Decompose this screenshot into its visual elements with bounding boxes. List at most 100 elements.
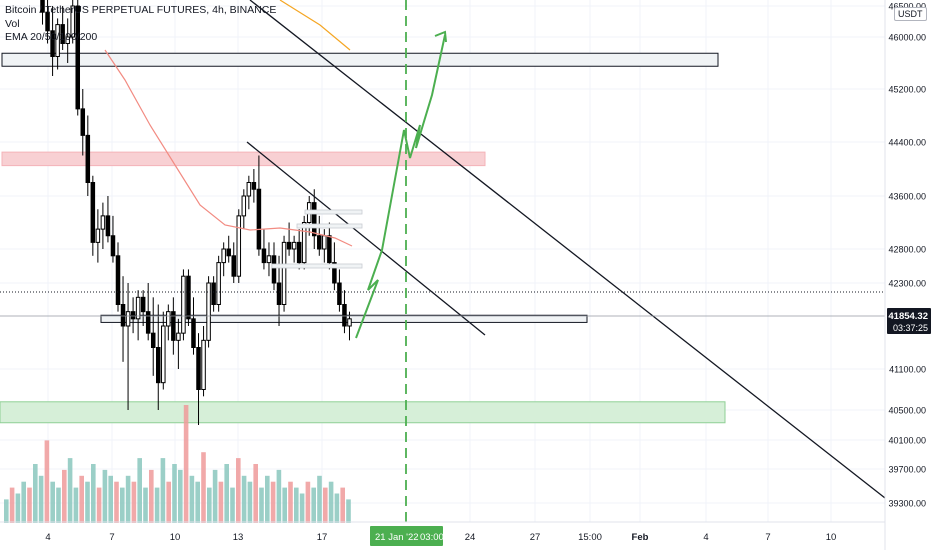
price-tick-label: 44400.00 [888,138,926,148]
candle [171,297,176,355]
candle [281,235,287,312]
candle [115,242,121,312]
candle-body [100,215,106,230]
volume-indicator-label: Vol [5,17,20,30]
candle [191,297,196,355]
time-tick-label: 13 [233,532,244,543]
volume-bar [172,464,177,523]
candle-body [226,248,231,257]
candle-body [327,235,332,264]
candle-body [266,255,272,264]
candle [266,242,272,277]
candle [80,89,86,156]
volume-bar [270,481,276,523]
volume-bar [33,464,38,523]
candle [261,229,267,270]
candle [196,333,201,425]
bar-countdown: 03:37:25 [893,323,928,333]
candle [241,189,247,230]
volume-bar [224,464,229,523]
volume-bar [323,487,328,523]
volume-bar [328,481,334,523]
zone-neutral [1,52,719,67]
volume-bar [218,481,224,523]
candle-body [276,282,282,305]
candle [296,229,302,270]
candle [50,6,55,76]
candle-body [291,241,297,250]
currency-unit-badge[interactable]: USDT [894,7,927,21]
price-tick-label: 42300.00 [888,279,926,289]
candle-body [221,248,226,264]
crosshair-date-badge [370,526,443,546]
crosshair-time: 03:00 [420,532,444,543]
candle [251,169,257,203]
volume-bar [305,481,311,523]
price-tick-label: 39300.00 [888,499,926,509]
candle-body [241,195,247,217]
price-tick-label: 40100.00 [888,436,926,446]
candle-body [317,235,322,250]
time-tick-label: 4 [703,532,708,543]
candle [60,6,65,50]
candle [150,297,156,376]
ema-indicator-label: EMA 20/50/100/200 [5,31,98,43]
candle [216,255,221,312]
candle-body [296,241,302,264]
forecast-arrowhead [434,30,447,43]
candle-body [110,235,116,257]
volume-bar [137,458,142,523]
symbol-title: Bitcoin / TetherUS PERPETUAL FUTURES, 4h… [5,4,277,16]
candle [166,304,171,341]
candle-body [216,262,221,306]
candle-body [150,332,156,348]
volume-bar [4,499,9,523]
candle [161,311,166,390]
candle-body [201,339,206,391]
candle-body [301,222,307,264]
candle-body [171,311,176,341]
candle [231,242,237,283]
candle [317,215,322,256]
candle-body [166,311,171,327]
volume-bar [79,475,84,523]
candle-body [231,255,237,277]
candle-body [347,318,352,327]
candle [246,175,252,210]
candle [176,318,181,369]
volume-bar [44,440,50,523]
candle-body [80,108,86,136]
candle-body [45,11,50,32]
volume-bar [114,481,119,523]
volume-bar [108,475,113,523]
ema-line-long [279,0,351,51]
price-tick-label: 40500.00 [888,406,926,416]
volume-bar [85,481,90,523]
volume-bar [299,493,305,523]
price-axis-background [885,0,932,550]
price-tick-label: 46000.00 [888,33,926,43]
volume-bar [178,469,183,523]
candle-body [70,5,75,38]
candle-body [251,182,257,190]
candle-body [281,241,287,305]
time-tick-label: 17 [317,532,328,543]
candle [55,18,60,70]
candle-body [155,347,161,384]
candle [221,242,226,277]
volume-bar [166,481,171,523]
candle [201,326,206,397]
candle [211,276,216,312]
candle [342,290,347,334]
candle-body [246,182,252,197]
descending-trendline-major [249,0,886,499]
candle [311,189,317,249]
price-tick-label: 45200.00 [888,85,926,95]
volume-bar [230,487,235,523]
zone-support [0,401,726,424]
candle-body [85,134,91,183]
volume-bar [294,487,299,523]
candle-body [261,248,267,264]
